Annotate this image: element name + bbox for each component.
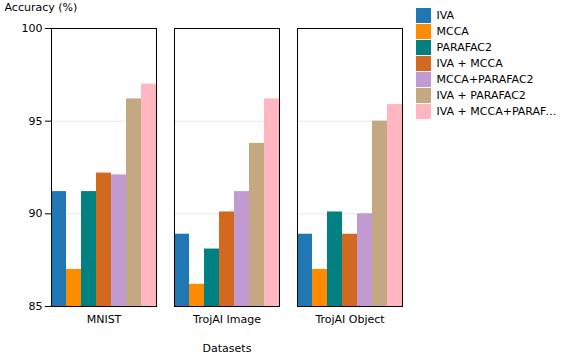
svg-text:95: 95	[29, 115, 43, 128]
svg-text:Datasets: Datasets	[203, 342, 252, 354]
html-text:IVA + PARAFAC2: IVA + PARAFAC2	[436, 89, 526, 102]
html-text:PARAFAC2: PARAFAC2	[436, 41, 492, 54]
svg-text:85: 85	[29, 300, 43, 313]
svg-text:TrojAI Image: TrojAI Image	[192, 313, 261, 326]
svg-text:100: 100	[22, 22, 43, 35]
html-text:IVA: IVA	[436, 9, 455, 22]
svg-text:90: 90	[29, 207, 43, 220]
html-text:MCCA: MCCA	[436, 25, 469, 38]
svg-text:MNIST: MNIST	[87, 313, 122, 326]
html-text:MCCA+PARAFAC2: MCCA+PARAFAC2	[436, 73, 534, 86]
svg-text:TrojAI Object: TrojAI Object	[314, 313, 385, 326]
html-text:IVA + MCCA: IVA + MCCA	[436, 57, 503, 70]
svg-text:Accuracy (%): Accuracy (%)	[5, 1, 78, 14]
